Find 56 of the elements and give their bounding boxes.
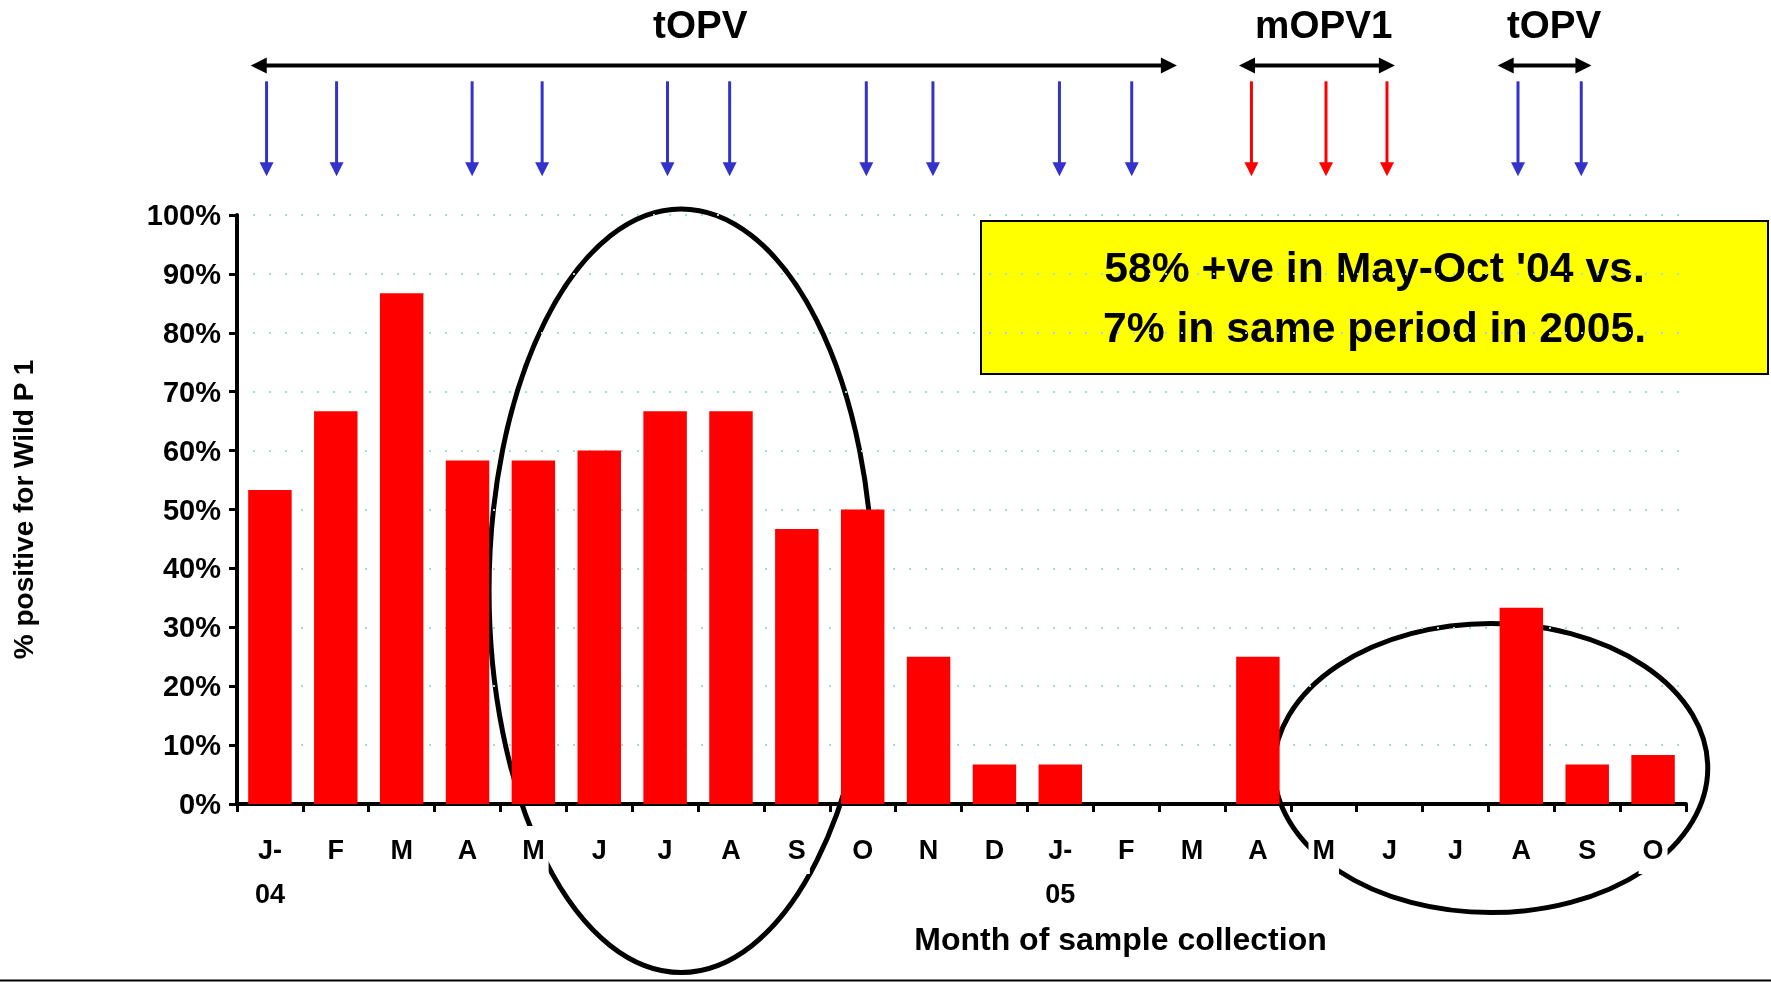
x-tick-label: O xyxy=(852,835,874,865)
x-tick-label: A xyxy=(1511,835,1532,865)
y-tick-label: 70% xyxy=(162,375,222,408)
x-axis-title: Month of sample collection xyxy=(914,920,1327,957)
x-tick-label: F xyxy=(327,835,345,865)
bar xyxy=(709,411,753,804)
bar xyxy=(1565,764,1609,804)
x-tick-label: J- 04 xyxy=(254,835,285,909)
x-tick-label: M xyxy=(522,835,545,865)
bar xyxy=(906,656,951,804)
y-tick-label: 80% xyxy=(162,316,222,349)
bar xyxy=(643,411,687,804)
x-tick-label: F xyxy=(1117,835,1135,865)
y-tick-label: 50% xyxy=(162,493,222,526)
x-tick-label: M xyxy=(1180,835,1204,865)
bar xyxy=(775,528,819,804)
bar xyxy=(248,490,292,804)
x-tick-label: D xyxy=(984,835,1005,865)
bar xyxy=(314,411,358,804)
x-tick-label: S xyxy=(787,835,806,865)
bar xyxy=(445,460,490,804)
y-axis-title: % positive for Wild P 1 xyxy=(7,359,39,660)
bar xyxy=(840,509,885,804)
text: tOPV xyxy=(1506,2,1602,47)
y-tick-label: 0% xyxy=(179,788,222,820)
text: tOPV xyxy=(653,2,748,47)
bar xyxy=(1038,764,1083,804)
x-tick-label: S xyxy=(1578,835,1597,865)
y-tick-label: 60% xyxy=(162,434,222,467)
x-tick-label: J xyxy=(657,835,673,865)
x-tick-label: J xyxy=(1447,835,1463,865)
y-tick-label: 40% xyxy=(162,552,222,585)
x-tick-label: J xyxy=(591,835,607,865)
y-tick-label: 90% xyxy=(162,257,222,290)
x-tick-label: M xyxy=(390,835,413,865)
bar xyxy=(577,450,621,804)
x-tick-label: A xyxy=(457,835,478,865)
x-tick-label: J xyxy=(1382,835,1398,865)
y-tick-label: 20% xyxy=(162,670,222,703)
bar xyxy=(1236,656,1280,804)
bar xyxy=(379,293,424,804)
x-tick-label: J- 05 xyxy=(1045,835,1076,909)
y-tick-label: 30% xyxy=(162,611,222,644)
x-tick-label: O xyxy=(1642,835,1664,865)
y-tick-label: 100% xyxy=(146,199,222,231)
bar xyxy=(972,764,1017,804)
text: mOPV1 xyxy=(1255,2,1393,47)
x-tick-label: A xyxy=(721,835,741,865)
bar xyxy=(511,460,556,804)
x-tick-label: M xyxy=(1312,835,1335,865)
x-tick-label: N xyxy=(918,835,939,865)
bar xyxy=(1631,755,1675,804)
x-tick-label: A xyxy=(1248,835,1268,865)
y-tick-label: 10% xyxy=(162,729,222,762)
callout-box: 58% +ve in May-Oct '04 vs. 7% in same period in 2005. xyxy=(980,220,1769,375)
bar xyxy=(1499,607,1544,804)
